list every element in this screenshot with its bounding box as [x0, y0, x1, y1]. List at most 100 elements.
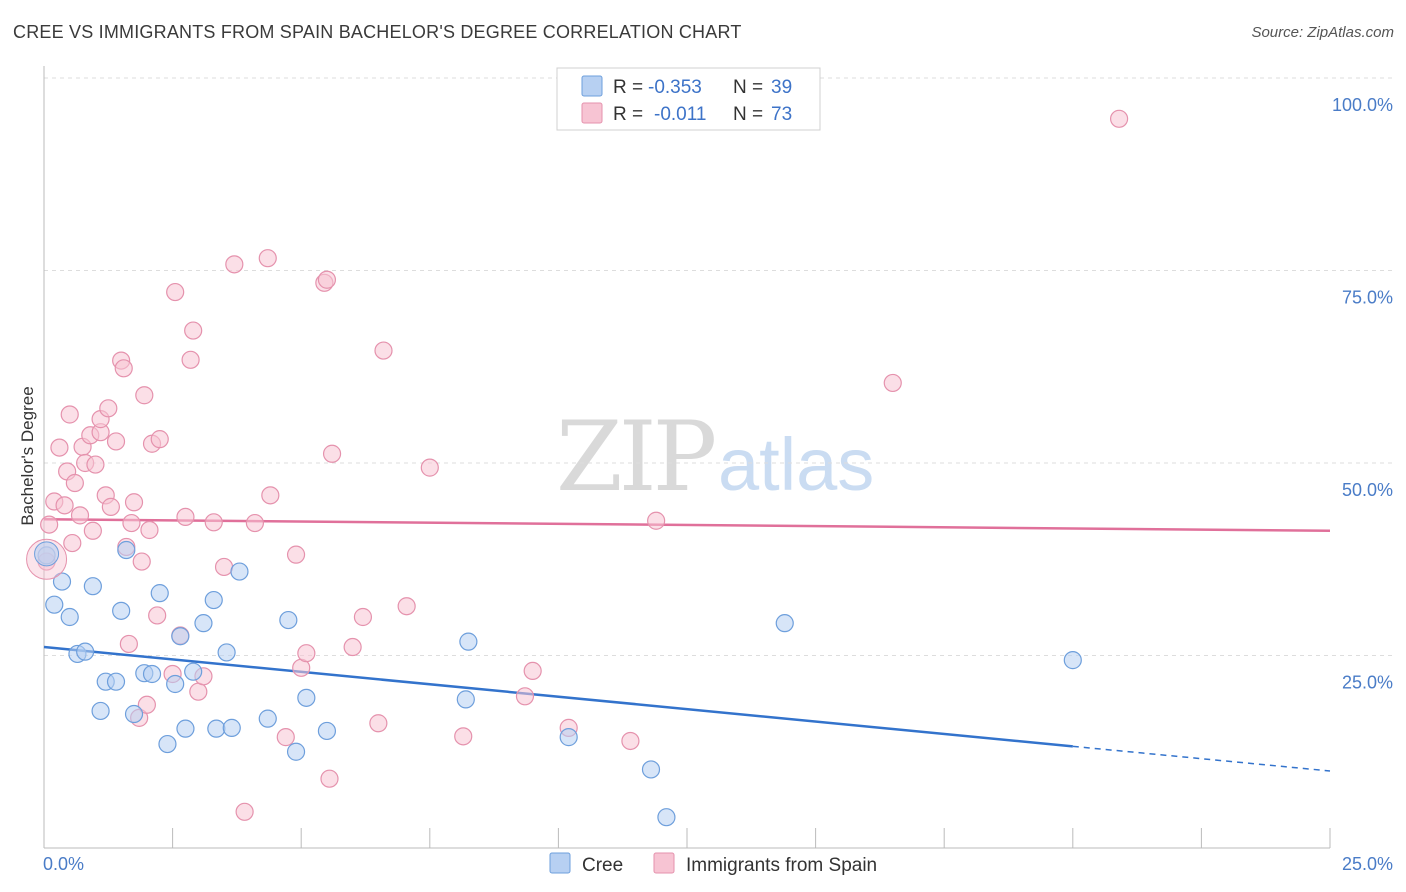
stats-legend-n-label-cree: N = [733, 77, 763, 98]
series-legend-swatch-cree [549, 852, 571, 874]
point-spain-69 [647, 511, 666, 530]
series-legend-swatch-spain [653, 852, 675, 874]
point-spain-66 [523, 661, 542, 681]
point-spain-3 [50, 438, 69, 457]
point-spain-22 [114, 359, 133, 378]
point-cree-12 [124, 704, 144, 724]
point-cree-37 [775, 614, 794, 633]
point-spain-46 [235, 802, 254, 821]
point-spain-33 [148, 606, 167, 625]
chart-source: Source: ZipAtlas.com [1251, 24, 1394, 41]
point-spain-51 [286, 545, 306, 564]
point-spain-65 [515, 687, 535, 706]
y-tick-labels: 25.0% 50.0% 75.0% 100.0% [1332, 95, 1393, 693]
point-spain-18 [99, 399, 118, 418]
point-spain-30 [137, 695, 156, 714]
point-spain-43 [204, 513, 223, 532]
point-spain-24 [119, 634, 138, 654]
point-spain-45 [225, 255, 244, 274]
series-legend: Cree Immigrants from Spain [549, 852, 877, 876]
point-spain-4 [55, 496, 74, 515]
stats-legend-r-label-cree: R = [613, 77, 643, 98]
point-spain-56 [320, 769, 339, 788]
point-spain-1 [40, 515, 59, 534]
point-spain-62 [397, 597, 416, 616]
point-spain-47 [245, 513, 265, 533]
point-cree-14 [142, 664, 162, 684]
point-spain-41 [189, 682, 208, 701]
point-spain-53 [297, 644, 316, 663]
point-cree-30 [297, 688, 316, 707]
point-cree-cluster [34, 541, 60, 567]
x-tick-labels: 0.0% 25.0% [43, 854, 1393, 874]
point-cree-15 [150, 584, 169, 603]
point-spain-6 [60, 405, 79, 424]
y-axis-label: Bachelor's Degree [18, 386, 37, 525]
point-cree-16 [158, 734, 177, 754]
point-cree-31 [317, 721, 337, 741]
point-spain-49 [261, 486, 280, 505]
point-cree-10 [112, 601, 131, 620]
point-cree-2 [52, 572, 72, 591]
point-spain-38 [176, 507, 195, 527]
x-tick-label-1: 25.0% [1342, 854, 1393, 874]
point-spain-40 [184, 321, 203, 340]
y-tick-label-2: 75.0% [1342, 288, 1393, 308]
point-spain-59 [353, 607, 373, 627]
point-cree-5 [76, 642, 95, 661]
chart-title: CREE VS IMMIGRANTS FROM SPAIN BACHELOR'S… [13, 22, 742, 42]
point-spain-8 [65, 473, 84, 493]
series-legend-label-spain: Immigrants from Spain [686, 855, 877, 876]
watermark-zip: ZIP [556, 401, 715, 513]
point-cree-33 [459, 632, 478, 651]
point-spain-14 [86, 455, 105, 474]
point-spain-64 [454, 727, 473, 746]
point-spain-9 [70, 506, 90, 525]
point-cree-18 [171, 627, 190, 646]
grid-lines [44, 77, 1392, 656]
trend-line-0 [43, 645, 1073, 748]
point-spain-68 [621, 731, 640, 751]
point-spain-29 [135, 386, 154, 405]
data-points [26, 109, 1129, 827]
trend-line-extension-0 [1072, 745, 1331, 772]
stats-legend-n-value-spain: 73 [771, 104, 792, 125]
point-spain-58 [343, 637, 362, 657]
stats-legend-r-value-spain: -0.011 [654, 104, 706, 125]
watermark-atlas: atlas [718, 423, 874, 506]
stats-legend-swatch-spain [581, 102, 603, 124]
y-tick-label-1: 50.0% [1342, 480, 1393, 500]
y-tick-label-3: 100.0% [1332, 95, 1393, 115]
point-spain-39 [181, 350, 200, 369]
point-spain-55 [317, 270, 337, 289]
watermark: ZIP atlas [556, 401, 874, 513]
x-tick-label-0: 0.0% [43, 854, 84, 874]
point-cree-32 [456, 690, 475, 709]
point-cree-19 [176, 719, 195, 738]
axes [43, 66, 1331, 849]
trend-line-1 [43, 517, 1331, 533]
stats-legend: R = -0.353 N = 39 R = -0.011 N = 73 [556, 67, 821, 131]
point-cree-23 [207, 719, 226, 738]
point-spain-31 [140, 520, 159, 540]
point-cree-20 [184, 662, 203, 681]
point-cree-27 [258, 709, 277, 728]
series-legend-label-cree: Cree [582, 855, 623, 876]
point-spain-70 [883, 373, 902, 393]
point-spain-28 [132, 552, 151, 571]
point-spain-61 [374, 341, 393, 360]
point-spain-36 [166, 282, 185, 302]
point-cree-24 [217, 643, 236, 662]
stats-legend-r-value-cree: -0.353 [648, 77, 702, 98]
point-spain-34 [150, 430, 169, 449]
point-cree-6 [83, 577, 102, 596]
stats-legend-swatch-cree [581, 75, 603, 97]
point-cree-35 [641, 760, 661, 779]
stats-legend-n-value-cree: 39 [771, 77, 792, 98]
point-spain-26 [124, 493, 144, 512]
point-spain-57 [322, 444, 342, 463]
point-spain-63 [420, 458, 439, 477]
point-cree-38 [1063, 651, 1082, 670]
point-spain-48 [258, 249, 277, 268]
point-cree-9 [106, 672, 126, 691]
